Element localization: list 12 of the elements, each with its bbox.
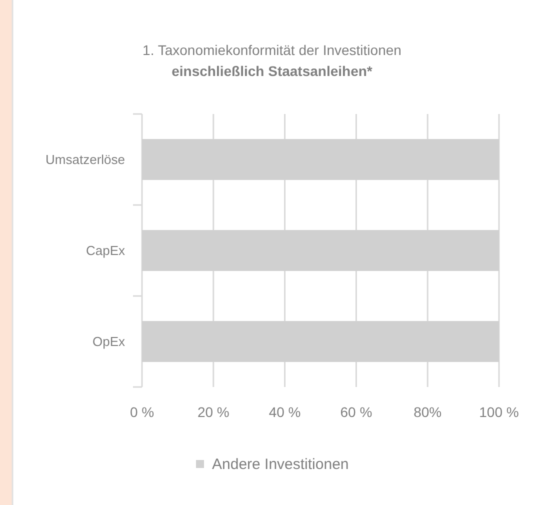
y-tick-label: CapEx <box>86 243 126 258</box>
legend-label: Andere Investitionen <box>212 456 349 473</box>
chart-subtitle: einschließlich Staatsanleihen* <box>172 63 373 79</box>
x-tick-label: 60 % <box>340 404 372 420</box>
x-tick-label: 80% <box>414 404 442 420</box>
x-tick-label: 100 % <box>479 404 519 420</box>
chart-title: 1. Taxonomiekonformität der Investitionen <box>142 42 402 58</box>
x-tick-label: 0 % <box>130 404 154 420</box>
y-tick-label: OpEx <box>92 334 126 350</box>
x-tick-label: 40 % <box>268 404 301 420</box>
y-tick-label: Umsatzerlöse <box>46 152 125 168</box>
x-tick-label: 20 % <box>197 404 230 420</box>
